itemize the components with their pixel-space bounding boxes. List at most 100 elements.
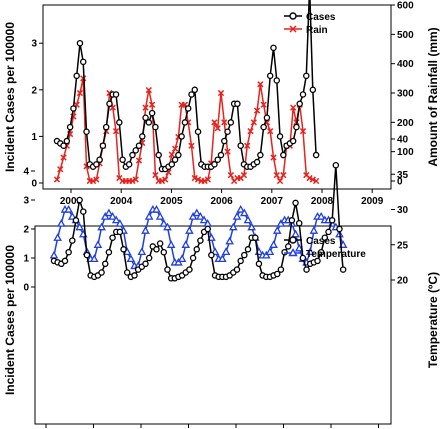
x-tick-label: 2006	[210, 196, 233, 207]
temperature-point	[152, 204, 161, 213]
cases-point	[325, 228, 332, 236]
cases-point	[217, 151, 225, 159]
rain-point	[221, 119, 228, 126]
rain-point	[57, 166, 64, 173]
rain-point	[244, 142, 251, 149]
cases-point	[263, 114, 271, 122]
rain-point	[53, 176, 61, 183]
right-tick-label: 400	[397, 59, 414, 70]
temperature-point	[192, 208, 202, 217]
cases-point	[132, 147, 139, 154]
rain-point	[290, 104, 297, 111]
right-tick-label: 30	[397, 205, 409, 216]
cases-point	[83, 251, 91, 259]
cases-point	[303, 72, 310, 80]
cases-point	[303, 266, 310, 273]
cases-point	[253, 158, 261, 166]
temperature-point	[155, 212, 165, 220]
cases-point	[164, 266, 171, 273]
bottom-right-y-axis: 20 25 30 35 40	[391, 135, 409, 287]
left-tick-label: 3	[23, 196, 29, 207]
cases-point	[266, 72, 274, 80]
cases-point	[276, 133, 284, 140]
rain-point	[191, 174, 198, 182]
cases-point	[60, 142, 67, 149]
temperature-point	[232, 212, 242, 220]
cases-point	[131, 272, 138, 279]
cases-point	[221, 137, 228, 145]
temperature-point	[247, 222, 256, 231]
temperature-point	[75, 222, 84, 231]
cases-point	[63, 137, 71, 145]
cases-point	[289, 137, 297, 145]
x-tick-label: 2005	[160, 196, 183, 207]
temperature-point	[221, 247, 231, 256]
cases-point	[70, 105, 77, 112]
cases-point	[76, 196, 83, 204]
temperature-point	[196, 212, 205, 220]
rain-point	[158, 177, 166, 185]
top-legend-cases-marker	[289, 12, 297, 20]
cases-point	[142, 260, 149, 268]
cases-point	[142, 114, 149, 122]
rain-point	[112, 128, 120, 135]
temperature-point	[166, 240, 176, 248]
cases-point	[274, 270, 281, 278]
cases-point	[116, 228, 124, 236]
top-left-axis-title: Incident Cases per 100000	[3, 22, 17, 172]
cases-point	[96, 156, 103, 163]
cases-point	[116, 119, 123, 126]
cases-point	[197, 237, 204, 244]
cases-point	[270, 44, 277, 52]
cases-point	[98, 269, 105, 276]
cases-point	[79, 58, 87, 66]
cases-point	[168, 161, 176, 168]
cases-point	[66, 123, 74, 131]
cases-point	[194, 128, 202, 135]
top-left-y-axis: 0 1 2 3 4	[31, 0, 43, 190]
cases-point	[314, 257, 321, 265]
cases-point	[72, 217, 80, 224]
cases-point	[135, 142, 143, 149]
temperature-point	[111, 215, 121, 224]
cases-point	[292, 199, 299, 207]
rain-point	[201, 177, 208, 185]
temperature-point	[316, 212, 326, 220]
cases-point	[61, 257, 69, 265]
cases-point	[145, 254, 153, 262]
bottom-x-axis: 20032004200520062007200820092010	[45, 424, 379, 428]
rain-point	[211, 119, 218, 126]
left-tick-label: 4	[23, 167, 29, 178]
cases-point	[299, 91, 307, 98]
bottom-left-axis-title: Incident Cases per 100000	[3, 245, 17, 395]
rain-point	[135, 157, 143, 164]
cases-point	[73, 72, 80, 80]
temperature-point	[294, 243, 304, 252]
cases-point	[186, 266, 193, 273]
cases-point	[145, 119, 153, 126]
rain-point	[132, 176, 139, 183]
cases-point	[189, 254, 197, 262]
cases-point	[257, 151, 264, 159]
top-cases-series	[53, 0, 320, 173]
x-tick-label: 2003	[60, 196, 83, 207]
left-tick-label: 3	[31, 39, 37, 50]
rain-point	[168, 151, 175, 158]
bottom-legend: Cases Temperature	[284, 236, 366, 260]
cases-point	[191, 86, 199, 94]
rain-point	[306, 174, 313, 182]
rain-point	[280, 172, 287, 179]
temperature-point	[97, 222, 106, 231]
cases-point	[152, 123, 159, 131]
bottom-legend-cases-label: Cases	[306, 236, 336, 247]
temperature-point	[64, 204, 73, 213]
cases-point	[208, 251, 215, 259]
cases-point	[119, 156, 126, 163]
bottom-legend-temperature-label: Temperature	[306, 249, 366, 260]
temperature-point	[159, 219, 169, 227]
bottom-plot-frame	[34, 225, 392, 425]
x-tick-label: 2008	[311, 196, 334, 207]
rain-point	[270, 154, 277, 161]
